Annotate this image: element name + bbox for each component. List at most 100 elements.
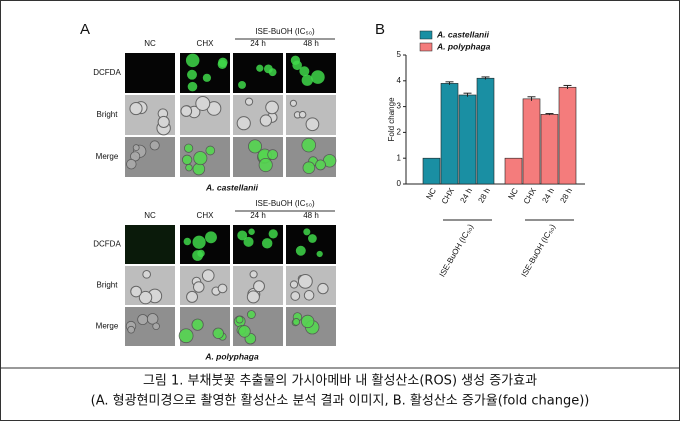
x-tick-label: CHX	[522, 186, 539, 206]
cell	[249, 270, 258, 279]
cell	[238, 325, 251, 338]
cell	[205, 145, 216, 156]
micrograph	[233, 137, 283, 177]
organism-label: A. polyphaga	[204, 351, 259, 361]
cell	[265, 100, 279, 115]
x-tick-label: 24 h	[458, 187, 474, 205]
row-label: Bright	[97, 110, 119, 119]
cell	[246, 310, 256, 319]
cell	[186, 290, 199, 303]
x-tick-label: NC	[506, 186, 520, 201]
cell	[295, 245, 306, 256]
cell	[201, 269, 215, 282]
cell	[193, 151, 208, 166]
cell	[132, 144, 140, 152]
x-tick-label: 28 h	[476, 187, 492, 205]
cell	[202, 73, 212, 82]
cell	[261, 238, 273, 249]
bar	[540, 114, 559, 185]
cell	[138, 290, 153, 305]
cell	[301, 314, 315, 329]
cell	[126, 158, 137, 170]
x-tick-label: NC	[424, 186, 438, 201]
y-tick-label: 5	[397, 50, 402, 59]
column-header: CHX	[197, 39, 215, 48]
y-tick-label: 3	[397, 102, 402, 111]
bar	[458, 94, 477, 185]
image-bg	[125, 225, 175, 264]
cell	[315, 159, 326, 171]
caption: (A. 형광현미경으로 촬영한 활성산소 분석 결과 이미지, B. 활성산소 …	[91, 394, 590, 409]
micrograph	[286, 225, 336, 264]
micrograph	[180, 266, 230, 305]
cell	[303, 228, 311, 236]
cell	[237, 230, 248, 241]
legend-swatch	[419, 42, 433, 52]
column-header: 24 h	[250, 39, 266, 48]
bar	[440, 83, 459, 185]
column-header: NC	[144, 211, 156, 220]
group-header: ISE-BuOH (IC₅₀)	[255, 199, 315, 208]
micrograph	[125, 137, 175, 177]
row-label: Merge	[96, 322, 119, 331]
column-header: 48 h	[303, 39, 319, 48]
cell	[301, 137, 317, 153]
cell	[212, 327, 224, 339]
column-header: CHX	[197, 211, 215, 220]
micrograph	[233, 307, 283, 346]
cell	[180, 105, 193, 117]
x-tick-label: CHX	[440, 186, 457, 206]
bar	[522, 98, 541, 185]
bar	[504, 157, 523, 185]
micrograph	[233, 266, 283, 305]
micrograph	[286, 266, 336, 305]
panel-label: A	[80, 21, 90, 38]
legend-label: A. polyphaga	[436, 41, 491, 51]
y-tick-label: 2	[397, 128, 402, 137]
column-header: NC	[144, 39, 156, 48]
cell	[238, 80, 246, 89]
row-label: DCFDA	[93, 240, 121, 249]
cell	[259, 114, 273, 127]
cell	[178, 328, 194, 344]
cell	[129, 102, 143, 116]
cell	[146, 313, 159, 325]
legend-swatch	[419, 30, 433, 40]
cell	[217, 283, 228, 294]
cell	[183, 237, 192, 246]
cell	[235, 315, 244, 324]
column-header: 48 h	[303, 211, 319, 220]
micrograph	[286, 95, 336, 135]
cell	[127, 325, 135, 334]
cell	[195, 96, 211, 111]
group-label: ISE-BuOH (IC₅₀)	[438, 222, 476, 278]
image-bg	[125, 53, 175, 93]
organism-label: A. castellanii	[205, 182, 259, 192]
cell	[297, 273, 313, 289]
cell	[185, 53, 200, 68]
micrograph	[125, 95, 175, 136]
cell	[301, 74, 313, 86]
cell	[152, 322, 160, 331]
cell	[191, 318, 204, 331]
cell	[299, 66, 310, 77]
cell	[258, 157, 273, 173]
image-bg	[286, 225, 336, 264]
cell	[302, 161, 316, 174]
micrograph	[233, 53, 283, 93]
micrograph	[233, 225, 283, 264]
micrograph	[180, 95, 230, 135]
cell	[289, 99, 298, 107]
cell	[317, 282, 329, 295]
cell	[268, 68, 277, 77]
x-tick-label: 28 h	[558, 187, 574, 205]
cell	[197, 249, 205, 258]
row-label: Merge	[96, 152, 119, 161]
cell	[248, 139, 263, 154]
cell	[298, 110, 307, 119]
micrograph	[125, 307, 175, 346]
cell	[246, 290, 260, 304]
y-tick-label: 4	[397, 76, 402, 85]
micrograph	[286, 53, 336, 93]
